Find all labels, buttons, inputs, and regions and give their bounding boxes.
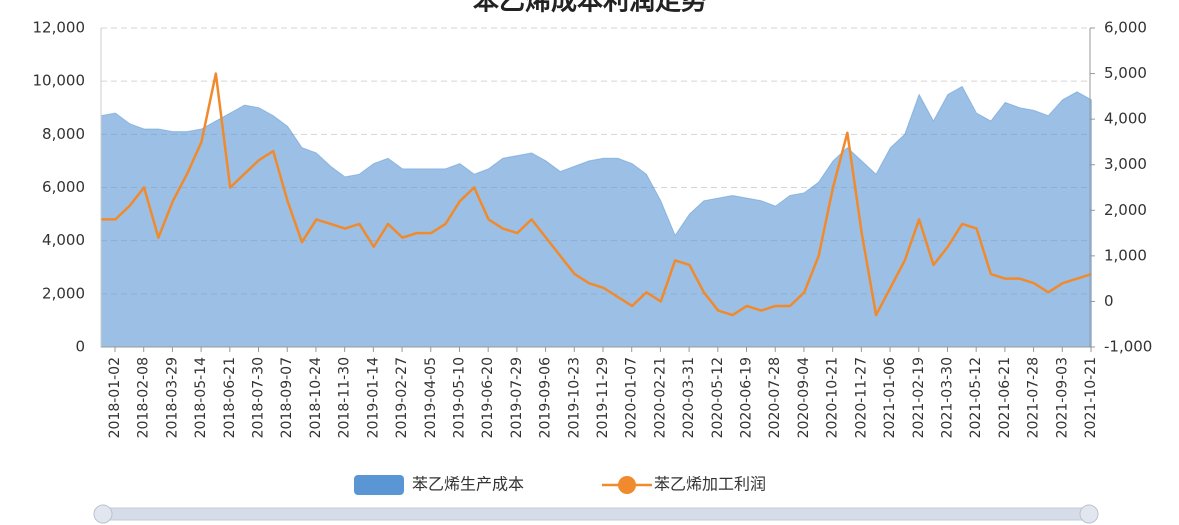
x-tick-label: 2019-10-23 (566, 357, 582, 438)
x-tick-label: 2021-07-28 (1026, 357, 1042, 438)
profit-line (101, 72, 1092, 317)
x-tick-label: 2019-09-06 (538, 357, 554, 438)
x-tick-label: 2020-11-27 (853, 357, 869, 438)
x-tick-label: 2021-05-12 (968, 357, 984, 438)
x-tick-label: 2019-02-27 (394, 357, 410, 438)
x-tick-label: 2018-06-21 (222, 357, 238, 438)
x-tick-label: 2018-07-30 (251, 357, 267, 438)
x-tick-label: 2019-07-29 (509, 357, 525, 438)
x-tick-label: 2018-10-24 (308, 357, 324, 438)
y2-tick-label: 0 (1104, 292, 1114, 310)
slider-handle-left[interactable] (93, 504, 113, 524)
legend-label: 苯乙烯加工利润 (654, 475, 766, 494)
x-tick-label: 2019-11-29 (595, 357, 611, 438)
x-tick-label: 2020-02-21 (652, 357, 668, 438)
slider-handle-right[interactable] (1079, 504, 1099, 524)
y-tick-label: 0 (75, 338, 85, 356)
legend-swatch-dot (618, 476, 636, 494)
x-tick-label: 2018-02-08 (136, 357, 152, 438)
y-tick-label: 10,000 (33, 72, 86, 90)
x-tick-label: 2021-06-21 (997, 357, 1013, 438)
y2-tick-label: 1,000 (1104, 246, 1147, 264)
x-tick-label: 2018-11-30 (337, 357, 353, 438)
x-tick-label: 2020-07-28 (767, 357, 783, 438)
data-zoom-slider[interactable] (93, 504, 1099, 524)
y-tick-label: 8,000 (42, 125, 85, 143)
x-tick-label: 2018-09-07 (279, 357, 295, 438)
legend-label: 苯乙烯生产成本 (412, 475, 524, 494)
x-tick-label: 2020-01-07 (624, 357, 640, 438)
y2-tick-label: -1,000 (1104, 338, 1152, 356)
x-tick-label: 2020-06-19 (739, 357, 755, 438)
x-tick-label: 2019-01-14 (365, 357, 381, 438)
y2-tick-label: 4,000 (1104, 110, 1147, 128)
x-tick-label: 2021-03-30 (939, 357, 955, 438)
y2-tick-label: 5,000 (1104, 64, 1147, 82)
x-tick-label: 2018-05-14 (193, 357, 209, 438)
x-tick-label: 2021-10-21 (1083, 357, 1099, 438)
y-tick-label: 12,000 (33, 19, 86, 37)
chart-title: 苯乙烯成本利润走势 (472, 0, 707, 17)
x-tick-label: 2019-06-20 (480, 357, 496, 438)
x-tick-label: 2021-01-06 (882, 357, 898, 438)
legend-swatch (354, 475, 404, 495)
cost-area (100, 85, 1092, 348)
x-tick-label: 2020-09-04 (796, 357, 812, 438)
y-tick-label: 6,000 (42, 178, 85, 196)
x-tick-label: 2019-04-05 (423, 357, 439, 438)
x-tick-label: 2020-10-21 (825, 357, 841, 438)
y-tick-label: 2,000 (42, 284, 85, 302)
x-tick-label: 2020-05-12 (710, 357, 726, 438)
y2-tick-label: 2,000 (1104, 201, 1147, 219)
y2-tick-label: 3,000 (1104, 155, 1147, 173)
x-tick-label: 2021-02-19 (911, 357, 927, 438)
x-tick-label: 2020-03-31 (681, 357, 697, 438)
y2-tick-label: 6,000 (1104, 19, 1147, 37)
x-tick-label: 2021-09-03 (1054, 357, 1070, 438)
slider-track[interactable] (102, 507, 1090, 521)
x-tick-label: 2019-05-10 (451, 357, 467, 438)
y-tick-label: 4,000 (42, 231, 85, 249)
x-tick-label: 2018-01-02 (107, 357, 123, 438)
x-tick-label: 2018-03-29 (164, 357, 180, 438)
